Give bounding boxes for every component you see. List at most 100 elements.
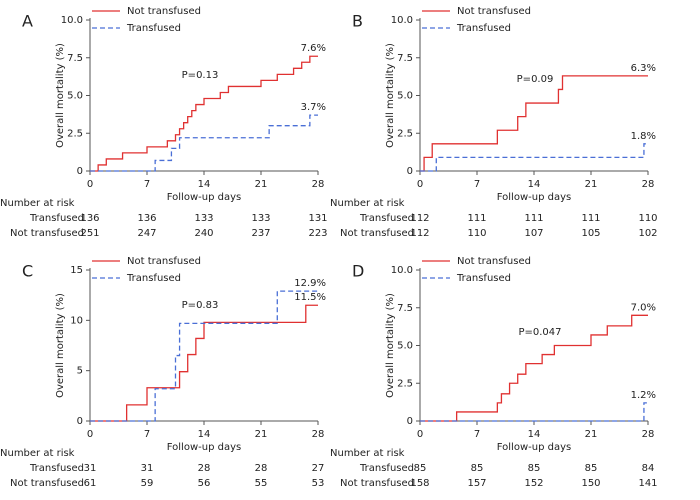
risk-count: 152 <box>524 478 543 489</box>
risk-count: 31 <box>141 463 154 474</box>
risk-count: 110 <box>467 228 486 239</box>
legend-label: Transfused <box>456 273 511 284</box>
risk-count: 240 <box>194 228 213 239</box>
risk-count: 112 <box>410 228 429 239</box>
x-tick-label: 14 <box>528 179 541 190</box>
risk-table-title: Number at risk <box>330 448 405 459</box>
end-label: 1.2% <box>631 390 656 401</box>
y-tick-label: 2.5 <box>397 378 413 389</box>
x-tick-label: 7 <box>144 179 150 190</box>
y-tick-label: 2.5 <box>397 128 413 139</box>
y-tick-label: 5.0 <box>397 91 413 102</box>
y-tick-label: 10.0 <box>61 15 83 26</box>
legend-label: Not transfused <box>457 256 531 267</box>
end-label: 7.0% <box>631 302 656 313</box>
survival-curve <box>420 143 648 172</box>
risk-count: 150 <box>581 478 600 489</box>
x-tick-label: 0 <box>87 179 93 190</box>
x-tick-label: 0 <box>87 429 93 440</box>
panel: C 0 5 10 15 0 7 14 21 28 Overall mortality (%) Foll… <box>0 256 326 489</box>
x-tick-label: 14 <box>198 429 211 440</box>
risk-row-name: Transfused <box>359 213 414 224</box>
legend-label: Not transfused <box>127 256 201 267</box>
panel-label: C <box>22 262 33 281</box>
survival-curve <box>420 402 648 422</box>
y-tick-label: 5.0 <box>67 91 83 102</box>
panel: D 0 2.5 5.0 7.5 10.0 0 7 14 21 28 Overall mortality… <box>330 256 658 489</box>
y-tick-label: 5 <box>77 366 83 377</box>
x-tick-label: 7 <box>474 179 480 190</box>
panel: A 0 2.5 5.0 7.5 10.0 0 7 14 21 28 Overall mortality… <box>0 6 328 239</box>
survival-curve <box>90 304 318 422</box>
y-tick-label: 10 <box>70 315 83 326</box>
risk-count: 56 <box>198 478 211 489</box>
legend-label: Not transfused <box>457 6 531 17</box>
y-tick-label: 7.5 <box>397 53 413 64</box>
y-axis-title: Overall mortality (%) <box>55 43 66 148</box>
end-label: 11.5% <box>294 292 326 303</box>
survival-curve <box>90 114 318 172</box>
y-tick-label: 0 <box>77 416 83 427</box>
panel-label: A <box>22 12 33 31</box>
risk-count: 28 <box>255 463 268 474</box>
survival-curve <box>420 314 648 422</box>
risk-count: 84 <box>642 463 655 474</box>
risk-count: 27 <box>312 463 325 474</box>
p-value: P=0.13 <box>182 70 219 81</box>
survival-curve <box>420 75 648 172</box>
x-tick-label: 0 <box>417 179 423 190</box>
y-axis-title: Overall mortality (%) <box>385 43 396 148</box>
panel: B 0 2.5 5.0 7.5 10.0 0 7 14 21 28 Overall mortality… <box>330 6 658 239</box>
end-label: 12.9% <box>294 278 326 289</box>
x-tick-label: 28 <box>312 179 325 190</box>
end-label: 6.3% <box>631 63 656 74</box>
x-tick-label: 28 <box>312 429 325 440</box>
y-tick-label: 15 <box>70 265 83 276</box>
risk-row-name: Transfused <box>29 463 84 474</box>
risk-table-title: Number at risk <box>0 198 75 209</box>
risk-count: 105 <box>581 228 600 239</box>
risk-count: 133 <box>251 213 270 224</box>
x-tick-label: 21 <box>255 179 268 190</box>
risk-count: 61 <box>84 478 97 489</box>
end-label: 3.7% <box>301 102 326 113</box>
risk-count: 85 <box>528 463 541 474</box>
risk-count: 223 <box>308 228 327 239</box>
risk-count: 158 <box>410 478 429 489</box>
risk-count: 157 <box>467 478 486 489</box>
risk-row-name: Not transfused <box>10 478 84 489</box>
legend-label: Not transfused <box>127 6 201 17</box>
risk-count: 133 <box>194 213 213 224</box>
x-tick-label: 14 <box>198 179 211 190</box>
risk-row-name: Not transfused <box>340 478 414 489</box>
y-tick-label: 5.0 <box>397 341 413 352</box>
risk-count: 85 <box>585 463 598 474</box>
risk-row-name: Not transfused <box>340 228 414 239</box>
risk-count: 102 <box>638 228 657 239</box>
risk-count: 237 <box>251 228 270 239</box>
y-tick-label: 0 <box>407 416 413 427</box>
risk-row-name: Transfused <box>359 463 414 474</box>
risk-count: 111 <box>467 213 486 224</box>
risk-count: 85 <box>471 463 484 474</box>
risk-count: 131 <box>308 213 327 224</box>
y-tick-label: 10.0 <box>391 15 413 26</box>
legend-label: Transfused <box>456 23 511 34</box>
y-tick-label: 10.0 <box>391 265 413 276</box>
risk-row-name: Transfused <box>29 213 84 224</box>
y-tick-label: 7.5 <box>397 303 413 314</box>
risk-count: 55 <box>255 478 268 489</box>
risk-count: 85 <box>414 463 427 474</box>
survival-curve <box>90 55 318 172</box>
x-tick-label: 14 <box>528 429 541 440</box>
y-axis-title: Overall mortality (%) <box>385 293 396 398</box>
legend-label: Transfused <box>126 273 181 284</box>
risk-count: 28 <box>198 463 211 474</box>
x-axis-title: Follow-up days <box>497 442 571 453</box>
x-tick-label: 7 <box>474 429 480 440</box>
risk-count: 31 <box>84 463 97 474</box>
risk-count: 141 <box>638 478 657 489</box>
risk-count: 136 <box>137 213 156 224</box>
risk-count: 107 <box>524 228 543 239</box>
x-axis-title: Follow-up days <box>497 192 571 203</box>
